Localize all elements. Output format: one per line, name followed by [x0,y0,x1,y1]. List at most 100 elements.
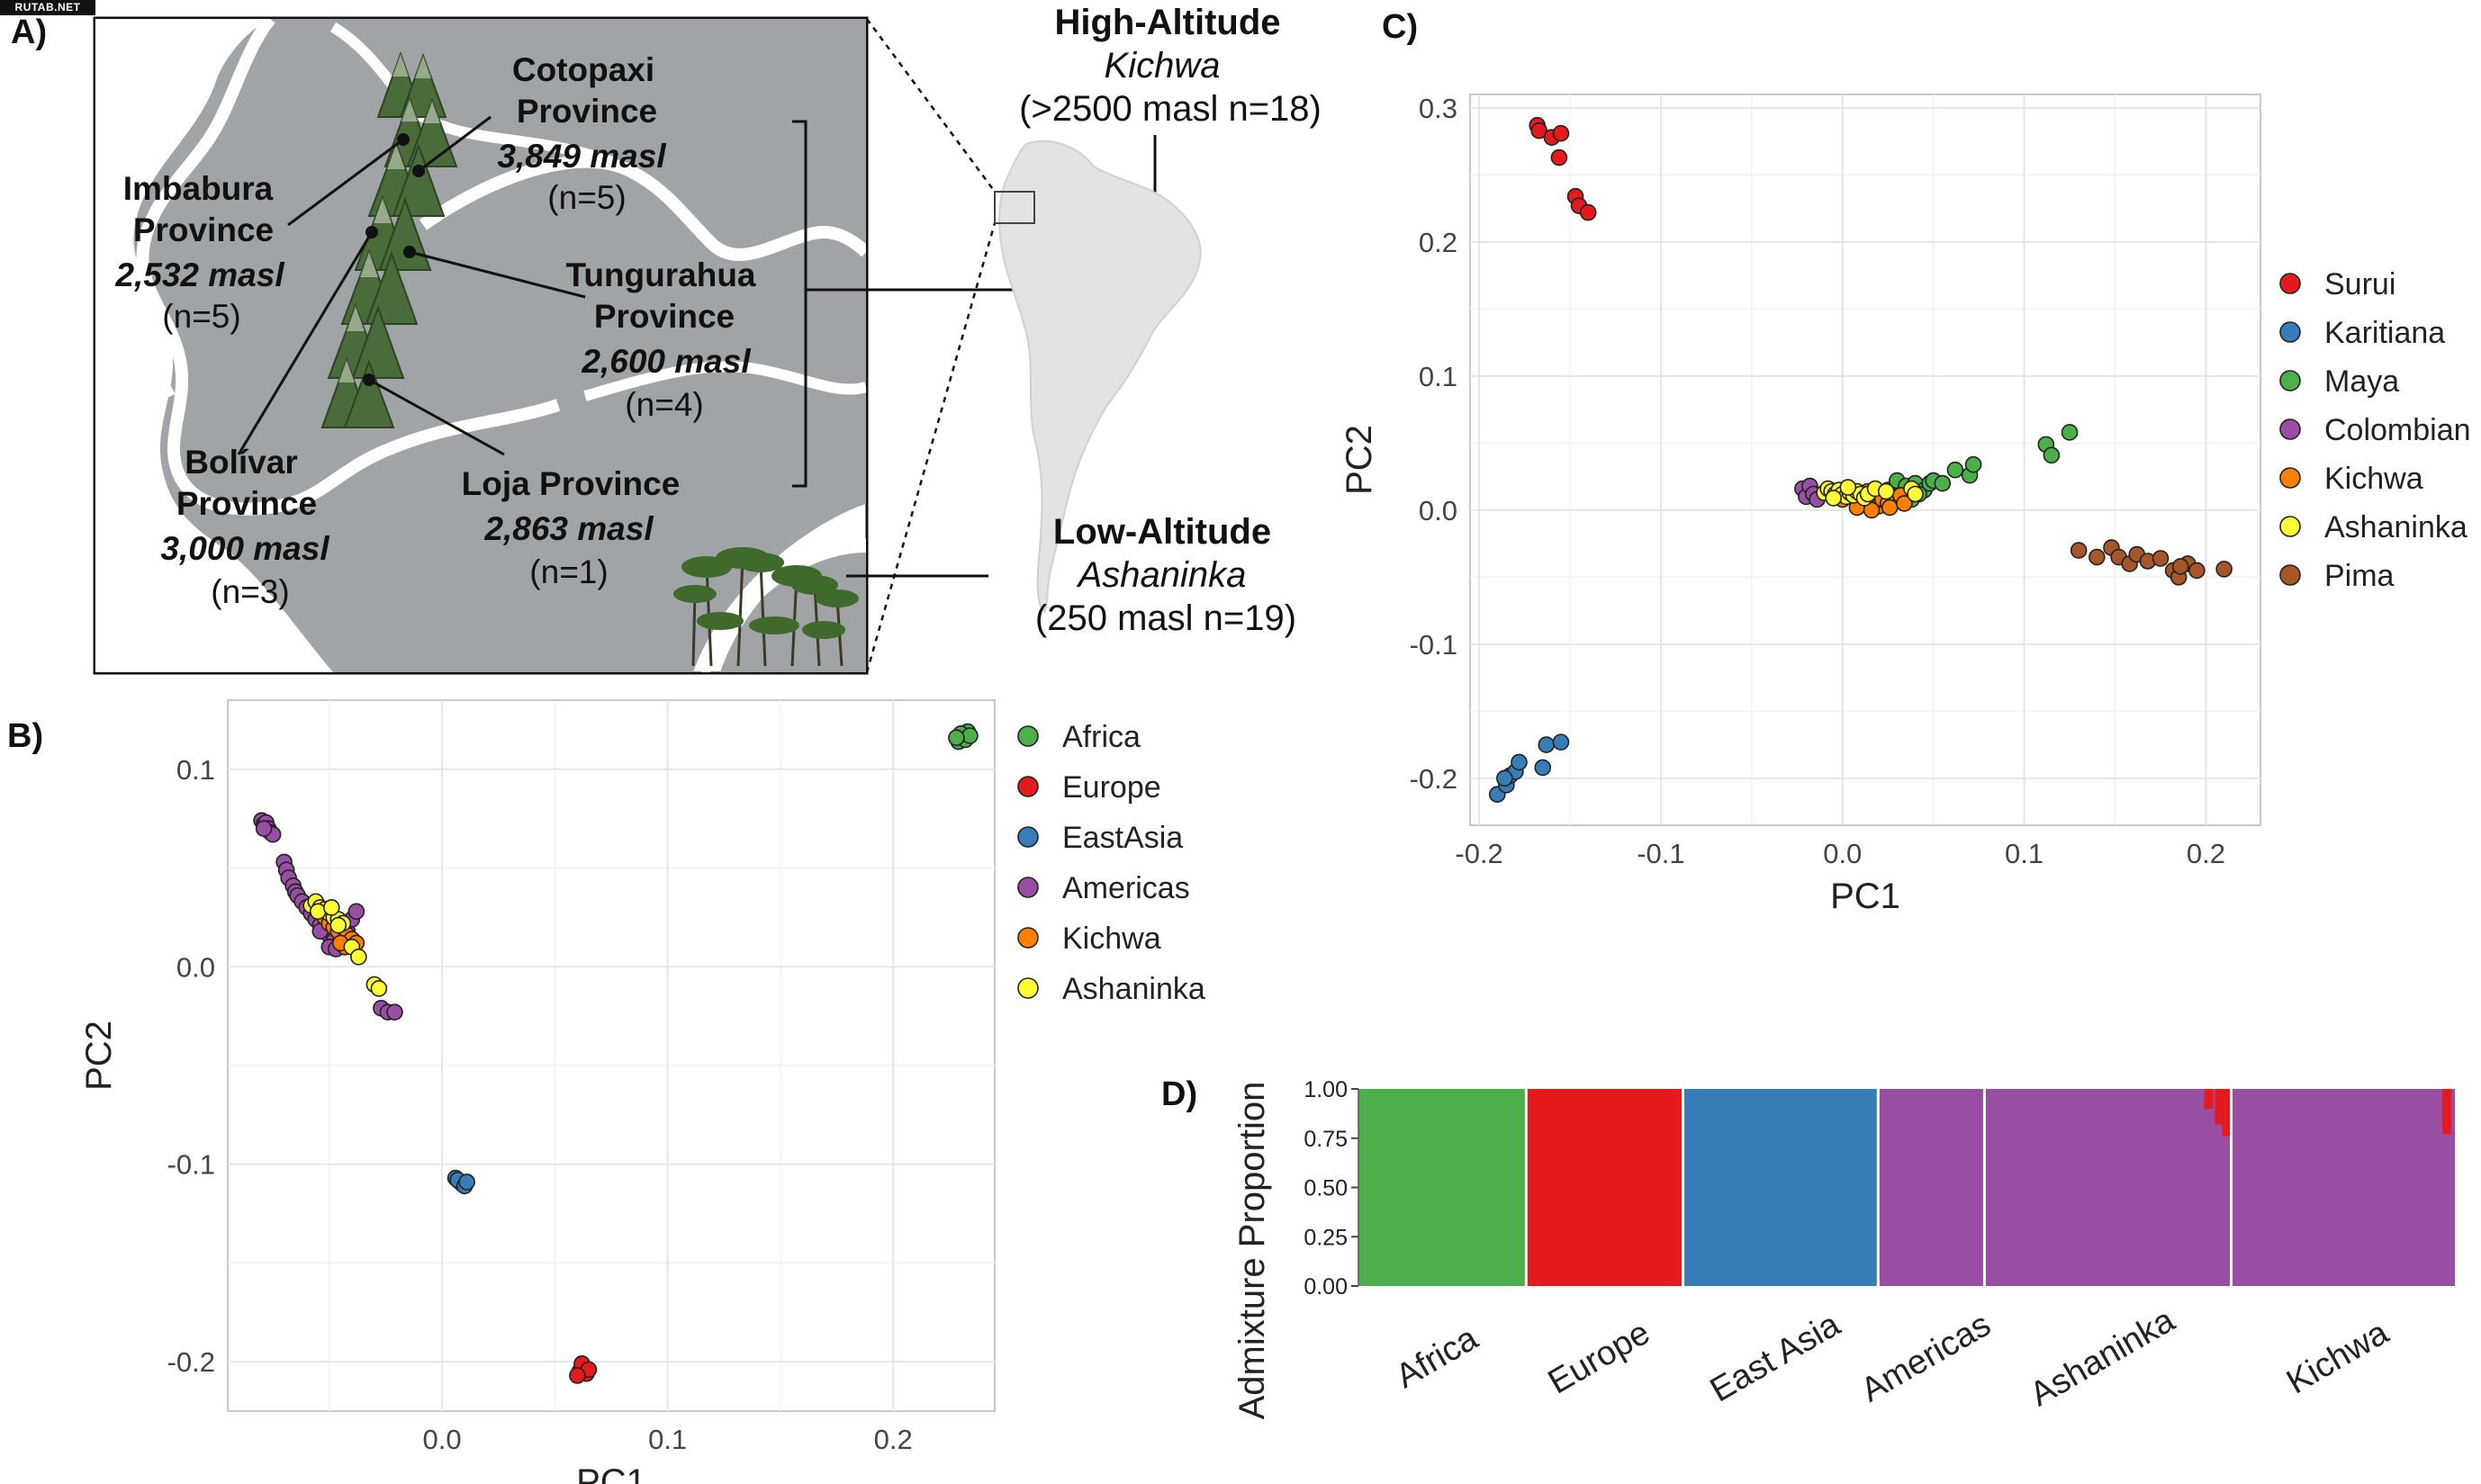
panel-d-admixture-chart: 0.00 0.25 0.50 0.75 1.00 Admixture Proportion… [1232,1077,2455,1419]
palm-canopy [673,547,859,639]
bar-segment-europe-admixture [2204,1089,2214,1109]
bar-segment-americas [1878,1089,1985,1286]
x-tick-label: 0.0 [1823,838,1862,869]
data-point-pima [2089,548,2106,566]
group-ashaninka [1984,1089,2232,1286]
y-tick-label: 0.50 [1304,1176,1348,1201]
data-point-surui [1550,148,1568,166]
y-tick-label: 0.00 [1304,1274,1348,1300]
y-tick-label: -0.1 [167,1149,215,1181]
high-altitude-label: High-Altitude Kichwa (>2500 masl n=18) [1019,3,1322,129]
panel-c-label: C) [1382,8,1418,46]
svg-text:Tungurahua: Tungurahua [565,256,755,293]
series-pima [2070,539,2233,586]
data-point-ashaninka [1839,479,1857,496]
svg-text:2,532 masl: 2,532 masl [114,256,284,293]
svg-text:(250 masl n=19): (250 masl n=19) [1035,598,1296,638]
data-point-kichwa [1896,495,1913,512]
svg-text:Ashaninka: Ashaninka [1077,555,1247,595]
y-axis-title: Admixture Proportion [1232,1082,1272,1420]
svg-text:(n=5): (n=5) [547,179,626,216]
bar-segment-africa [1358,1089,1527,1286]
data-point-ashaninka [370,980,388,997]
panel-a-label: A) [11,13,47,51]
site-imbabura: Imbabura Province 2,532 masl (n=5) [114,170,284,335]
plot-area [227,699,996,1412]
x-category-label: Americas [1854,1306,1997,1410]
x-tick-label: 0.2 [874,1424,913,1455]
legend-key-americas [1017,877,1039,898]
series-eastasia [447,1169,475,1195]
data-point-americas [347,903,365,921]
svg-text:2,863 masl: 2,863 masl [483,510,654,547]
data-point-karitiana [1534,759,1552,777]
y-tick-label: 0.0 [176,951,215,983]
legend-label-americas: Americas [1062,871,1190,905]
legend-label-kichwa: Kichwa [1062,922,1161,956]
y-tick-label: 0.2 [1419,227,1457,258]
x-axis-title: PC1 [576,1462,646,1484]
group-kichwa [2231,1089,2455,1286]
panel-a-inset [792,18,1202,673]
svg-text:Province: Province [176,485,317,522]
svg-text:(n=5): (n=5) [162,298,240,335]
south-america-map [998,139,1202,614]
svg-text:Imbabura: Imbabura [123,170,274,207]
y-tick-label: 0.3 [1419,93,1457,124]
svg-text:Bolívar: Bolívar [185,444,297,481]
svg-text:High-Altitude: High-Altitude [1054,3,1280,42]
data-point-ashaninka [1825,490,1842,507]
legend-key-africa [1017,725,1039,747]
x-tick-label: 0.1 [2005,838,2043,869]
x-category-label: East Asia [1704,1305,1847,1409]
data-point-karitiana [1511,753,1528,771]
data-point-ashaninka [350,948,367,966]
svg-text:Province: Province [517,93,657,130]
group-americas [1878,1089,1985,1286]
data-point-pima [2152,550,2170,567]
site-bolivar: Bolívar Province 3,000 masl (n=3) [160,444,329,610]
x-tick-label: -0.1 [1637,838,1684,869]
legend-key-ashaninka [2279,516,2301,537]
svg-text:Province: Province [133,211,274,248]
svg-text:(n=4): (n=4) [625,386,703,423]
y-axis-title: PC2 [1340,425,1379,495]
data-point-pima [2171,558,2189,575]
data-point-pima [2188,562,2206,580]
data-point-ashaninka [1877,482,1895,500]
legend-key-maya [2279,370,2301,391]
data-point-maya [1934,474,1952,492]
legend-key-surui [2279,273,2301,294]
site-leaders [237,115,586,456]
x-tick-label: 0.1 [648,1424,687,1455]
x-category-label: Ashaninka [2024,1301,2181,1415]
panel-b-pca-chart: 0.0 0.1 0.2 0.1 0.0 -0.1 -0.2 PC1 PC2 Africa Europ… [79,699,1205,1484]
legend-label-ashaninka: Ashaninka [1062,972,1205,1006]
svg-text:(n=1): (n=1) [529,553,608,590]
svg-text:3,849 masl: 3,849 masl [497,138,666,175]
map-land [133,19,866,672]
data-point-kichwa [1863,501,1881,519]
legend-label-europe: Europe [1062,770,1161,805]
panel-c-pca-chart: -0.2 -0.1 0.0 0.1 0.2 0.3 0.2 0.1 0.0 -0.1 -0.2 PC1… [1340,93,2471,916]
x-tick-label: 0.0 [423,1424,462,1455]
svg-text:2,600 masl: 2,600 masl [581,343,751,380]
group-europe [1526,1089,1683,1286]
data-point-surui [1579,203,1597,221]
legend-key-colombian [2279,418,2301,440]
data-point-eastasia [458,1174,475,1191]
bar-segment-americas [2231,1089,2455,1286]
bar-segment-east-asia [1683,1089,1879,1286]
data-point-kichwa [1881,499,1899,517]
bar-segment-europe-admixture [2442,1089,2451,1135]
x-axis-title: PC1 [1830,877,1900,916]
site-tungurahua: Tungurahua Province 2,600 masl (n=4) [565,256,755,423]
bar-segment-americas [1984,1089,2232,1286]
plot-area [1469,94,2261,826]
data-point-pima [2215,561,2233,578]
data-point-pima [2070,542,2088,559]
y-tick-label: 0.25 [1304,1225,1348,1250]
panel-a-map: Cotopaxi Province 3,849 masl (n=5) Imbab… [93,16,869,675]
bar-segment-europe-admixture [2215,1089,2224,1125]
